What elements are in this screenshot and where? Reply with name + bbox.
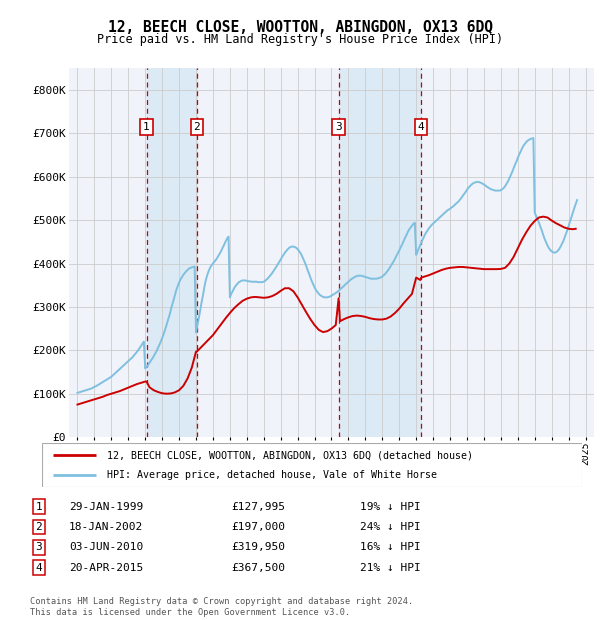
Text: 16% ↓ HPI: 16% ↓ HPI [360,542,421,552]
Text: £127,995: £127,995 [231,502,285,512]
Text: 2: 2 [35,522,43,532]
Text: Contains HM Land Registry data © Crown copyright and database right 2024.
This d: Contains HM Land Registry data © Crown c… [30,598,413,617]
Bar [338,68,421,437]
Text: 29-JAN-1999: 29-JAN-1999 [69,502,143,512]
Text: 12, BEECH CLOSE, WOOTTON, ABINGDON, OX13 6DQ (detached house): 12, BEECH CLOSE, WOOTTON, ABINGDON, OX13… [107,450,473,460]
Text: 2: 2 [193,122,200,132]
Text: 1: 1 [35,502,43,512]
Text: £367,500: £367,500 [231,563,285,573]
FancyBboxPatch shape [42,443,582,487]
Text: 4: 4 [418,122,425,132]
Text: 3: 3 [335,122,342,132]
Text: 4: 4 [35,563,43,573]
Text: Price paid vs. HM Land Registry's House Price Index (HPI): Price paid vs. HM Land Registry's House … [97,33,503,46]
Text: £319,950: £319,950 [231,542,285,552]
Text: 20-APR-2015: 20-APR-2015 [69,563,143,573]
Text: 1: 1 [143,122,150,132]
Text: 03-JUN-2010: 03-JUN-2010 [69,542,143,552]
Text: 3: 3 [35,542,43,552]
Text: 19% ↓ HPI: 19% ↓ HPI [360,502,421,512]
Text: 18-JAN-2002: 18-JAN-2002 [69,522,143,532]
Text: 21% ↓ HPI: 21% ↓ HPI [360,563,421,573]
Bar [146,68,197,437]
Text: HPI: Average price, detached house, Vale of White Horse: HPI: Average price, detached house, Vale… [107,470,437,480]
Text: 24% ↓ HPI: 24% ↓ HPI [360,522,421,532]
Text: 12, BEECH CLOSE, WOOTTON, ABINGDON, OX13 6DQ: 12, BEECH CLOSE, WOOTTON, ABINGDON, OX13… [107,20,493,35]
Text: £197,000: £197,000 [231,522,285,532]
